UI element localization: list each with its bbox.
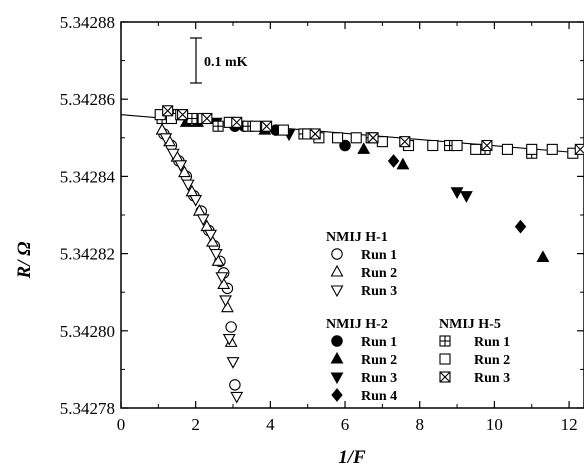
data-point-open-triangle-down	[209, 249, 223, 261]
y-tick-label: 5.34284	[60, 167, 116, 186]
y-axis-title: R/ Ω	[14, 242, 35, 280]
legend-marker-filled-diamond	[331, 388, 343, 402]
x-tick-label: 12	[561, 415, 578, 434]
data-point-open-triangle-down	[222, 333, 236, 346]
legend-marker-open-circle	[331, 248, 343, 260]
legend-group-title: NMIJ H-2	[326, 317, 388, 332]
data-point-open-square	[277, 124, 289, 136]
data-point-open-triangle-down	[204, 229, 218, 242]
data-point-open-square	[249, 120, 261, 132]
data-point-open-square	[332, 132, 344, 144]
data-point-open-square	[470, 143, 482, 155]
data-point-filled-diamond	[514, 219, 527, 234]
data-point-open-square	[376, 136, 388, 148]
legend-marker-filled-triangle-down	[330, 372, 344, 385]
x-tick-label: 4	[266, 415, 275, 434]
data-point-filled-triangle-down	[450, 187, 464, 199]
legend-group-title: NMIJ H-1	[326, 230, 388, 245]
y-tick-label: 5.34288	[60, 13, 115, 32]
data-point-open-triangle-down	[226, 357, 240, 369]
x-tick-label: 2	[191, 415, 200, 434]
data-point-open-triangle-up	[211, 254, 225, 266]
legend-label: Run 2	[474, 353, 510, 368]
scale-bar	[190, 37, 202, 84]
data-point-filled-triangle-down	[459, 191, 473, 203]
data-point-boxed-x	[481, 139, 493, 152]
annotation-label: 0.1 mK	[204, 55, 248, 70]
data-point-open-triangle-up	[178, 165, 191, 178]
data-point-open-square	[501, 143, 514, 155]
data-point-filled-triangle-up	[396, 157, 410, 170]
data-point-open-triangle-down	[174, 160, 188, 172]
legend-marker-filled-circle	[331, 335, 343, 347]
legend-label: Run 4	[361, 389, 397, 404]
legend-marker-boxed-x	[439, 371, 451, 383]
data-point-open-triangle-up	[217, 277, 231, 290]
data-point-boxed-x	[399, 136, 411, 148]
legend-label: Run 1	[361, 248, 397, 263]
y-tick-label: 5.34280	[60, 322, 115, 341]
data-point-open-square	[350, 132, 362, 144]
x-tick-label: 8	[415, 415, 424, 434]
data-point-open-square	[546, 143, 558, 155]
legend-label: Run 3	[361, 371, 397, 386]
y-tick-label: 5.34278	[60, 399, 115, 418]
data-point-boxed-plus	[212, 120, 224, 132]
y-tick-label: 5.34286	[60, 90, 115, 109]
legend-marker-open-square	[439, 353, 451, 365]
x-tick-label: 0	[117, 415, 126, 434]
plot-frame	[120, 21, 584, 409]
data-point-open-triangle-down	[196, 214, 210, 227]
data-point-open-triangle-down	[189, 195, 203, 207]
legend-label: Run 1	[361, 335, 397, 350]
data-point-open-triangle-up	[206, 234, 219, 247]
legend-marker-filled-triangle-up	[330, 351, 344, 364]
data-point-open-square	[526, 143, 538, 155]
data-point-boxed-x	[201, 112, 213, 125]
x-tick-label: 10	[486, 415, 503, 434]
data-point-open-square	[451, 139, 463, 152]
data-point-boxed-x	[231, 116, 243, 128]
x-tick-label: 6	[341, 415, 350, 434]
x-axis-title: 1/F	[338, 447, 366, 468]
data-point-boxed-plus	[186, 112, 198, 125]
data-point-boxed-x	[574, 143, 584, 155]
data-point-open-circle	[225, 321, 237, 333]
legend-marker-open-triangle-up	[330, 264, 344, 277]
legend-label: Run 2	[361, 266, 397, 281]
data-point-open-triangle-down	[181, 179, 195, 192]
data-point-open-triangle-down	[215, 272, 229, 284]
legend-label: Run 3	[474, 371, 510, 386]
data-point-filled-triangle-up	[536, 250, 550, 263]
legend-label: Run 2	[361, 353, 397, 368]
legend-group-title: NMIJ H-5	[439, 317, 501, 332]
data-point-boxed-x	[162, 105, 174, 117]
data-point-filled-diamond	[387, 154, 400, 168]
data-point-boxed-x	[177, 109, 189, 121]
legend-label: Run 3	[361, 284, 397, 299]
data-point-boxed-x	[367, 132, 379, 144]
data-point-open-square	[427, 139, 439, 152]
data-point-open-triangle-down	[219, 295, 232, 308]
data-point-open-triangle-down	[230, 391, 244, 404]
data-point-open-triangle-down	[166, 148, 180, 161]
legend-marker-boxed-plus	[439, 335, 451, 347]
data-point-boxed-x	[309, 128, 321, 140]
data-point-open-triangle-down	[159, 133, 173, 145]
legend-label: Run 1	[474, 335, 510, 350]
legend-marker-open-triangle-down	[330, 285, 344, 298]
data-point-open-circle	[229, 379, 241, 391]
data-point-filled-triangle-up	[357, 142, 371, 154]
data-point-open-triangle-up	[220, 300, 234, 313]
y-tick-label: 5.34282	[60, 245, 115, 264]
data-point-boxed-x	[261, 120, 273, 132]
